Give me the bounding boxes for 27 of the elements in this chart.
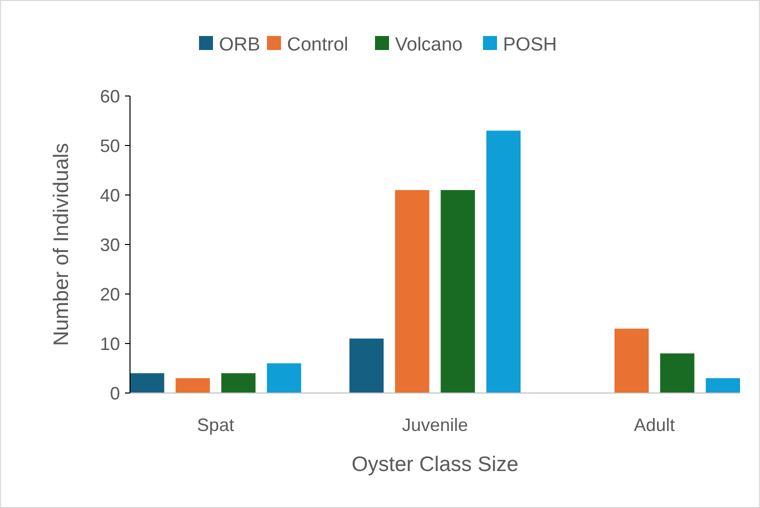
y-tick-label: 40 [100, 185, 120, 206]
bar [440, 190, 475, 393]
bar [130, 373, 164, 393]
y-tick-label: 0 [110, 383, 120, 404]
legend-label: Control [287, 34, 348, 56]
bar [706, 378, 740, 393]
legend-label: ORB [219, 34, 260, 56]
y-tick-label: 50 [100, 136, 120, 156]
x-axis-title: Oyster Class Size [352, 453, 518, 476]
bar [176, 378, 210, 393]
x-tick-label: Juvenile [402, 415, 468, 435]
y-tick-label: 30 [100, 234, 120, 255]
y-axis-title: Number of Individuals [50, 142, 73, 346]
bar [395, 190, 430, 393]
y-tick-label: 60 [100, 86, 120, 106]
legend-label: Volcano [395, 34, 463, 56]
bar [486, 130, 521, 393]
bar [266, 363, 302, 393]
bar [221, 373, 256, 393]
bar [660, 353, 694, 393]
y-tick-label: 20 [100, 284, 120, 304]
x-tick-label: Adult [634, 415, 675, 435]
y-tick-label: 10 [100, 334, 120, 354]
legend-label: POSH [503, 34, 557, 56]
bar [349, 338, 384, 393]
x-tick-label: Spat [197, 415, 234, 435]
bar [614, 328, 649, 393]
